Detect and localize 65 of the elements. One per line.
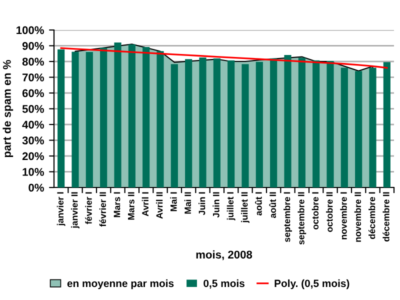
x-tick-label: Mars II (128, 192, 134, 220)
bar (242, 64, 249, 188)
x-tick-label: janvier I (56, 192, 66, 226)
bar (326, 61, 334, 188)
x-tick-label: octobre I (312, 192, 319, 230)
x-tick-label: Juin II (212, 192, 220, 218)
x-tick-label: février I (85, 192, 92, 224)
x-tick-label: janvier II (71, 192, 80, 228)
bar (340, 68, 348, 188)
x-tick-label: Juin I (198, 192, 206, 216)
y-tick-label: 10% (22, 168, 44, 176)
bar (170, 64, 178, 188)
y-tick-label: 80% (22, 58, 44, 66)
bar (199, 58, 206, 188)
bar (213, 58, 220, 188)
y-tick-label: 50% (22, 105, 44, 113)
legend-label: Poly. (0,5 mois) (274, 279, 350, 290)
bar (270, 58, 278, 188)
line-series (60, 47, 388, 69)
x-tick-label: novembre I (340, 192, 347, 240)
x-tick-label: Mars I (114, 192, 120, 218)
legend-label: en moyenne par mois (67, 279, 174, 290)
legend-label: 0,5 mois (204, 279, 244, 289)
bar (256, 62, 263, 188)
x-axis-title: mois, 2008 (196, 250, 252, 260)
bar (298, 58, 306, 188)
x-tick-label: Avril II (156, 192, 163, 219)
y-axis-title: part de spam en % (2, 60, 14, 158)
bar (228, 60, 235, 188)
x-tick-label: septembre I (284, 192, 292, 242)
bar (58, 49, 65, 188)
bar (86, 52, 93, 188)
x-tick-label: août II (269, 192, 276, 218)
y-tick-label: 0% (28, 184, 44, 192)
bar (369, 68, 376, 188)
x-tick-label: décembre II (382, 192, 390, 242)
y-tick-label: 70% (22, 74, 44, 82)
x-tick-label: Mai I (170, 192, 177, 212)
bar (156, 51, 164, 188)
y-tick-label: 40% (22, 120, 44, 129)
y-tick-label: 90% (22, 42, 44, 50)
y-tick-label: 100% (16, 26, 44, 34)
bar (100, 48, 108, 188)
x-tick-label: août I (255, 192, 262, 216)
x-tick-label: février II (99, 192, 106, 227)
y-tick-label: 60% (22, 89, 44, 98)
bar (114, 42, 122, 188)
x-tick-label: novembre II (354, 192, 362, 242)
x-tick-label: septembre II (298, 192, 306, 245)
bar (355, 71, 362, 188)
x-tick-label: juillet I (226, 192, 236, 220)
x-tick-label: Avril I (142, 192, 148, 216)
bar (383, 62, 390, 188)
x-tick-label: juillet II (241, 192, 250, 223)
bar (128, 44, 136, 188)
y-tick-label: 20% (22, 152, 44, 160)
x-tick-label: Mai II (184, 192, 192, 214)
y-tick-label: 30% (22, 136, 44, 144)
bar (284, 55, 292, 188)
bar (312, 60, 320, 188)
bar (72, 52, 79, 188)
bar (142, 47, 150, 188)
x-tick-label: décembre I (368, 192, 376, 239)
bar (185, 59, 192, 188)
x-tick-label: octobre II (326, 192, 333, 232)
